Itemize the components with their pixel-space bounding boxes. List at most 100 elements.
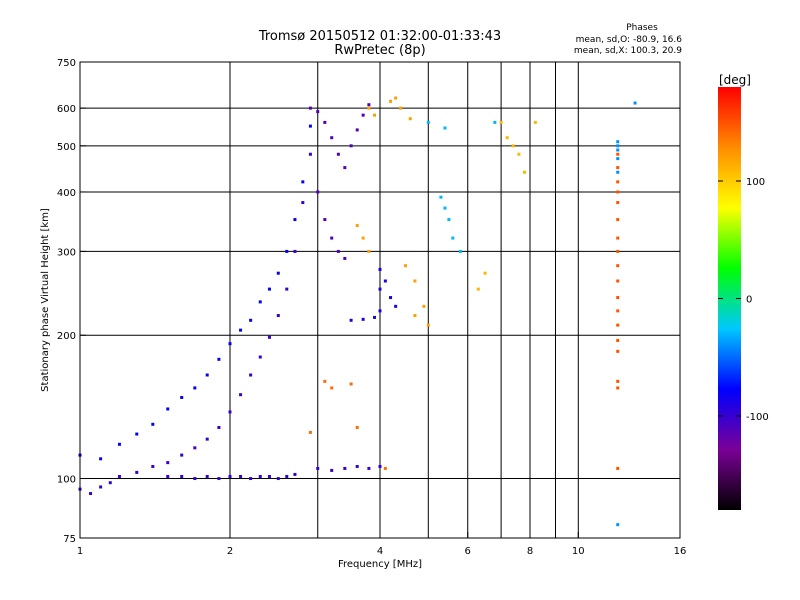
data-point	[117, 474, 121, 478]
data-point	[180, 453, 184, 457]
data-point	[330, 236, 334, 240]
data-point	[193, 386, 197, 390]
data-point	[308, 124, 312, 128]
x-tick-label: 16	[674, 546, 687, 557]
data-point	[293, 472, 297, 476]
data-point	[117, 442, 121, 446]
data-point	[616, 148, 620, 152]
data-point	[616, 349, 620, 353]
data-point	[217, 477, 221, 481]
data-point	[616, 296, 620, 300]
y-tick-label: 600	[57, 104, 76, 115]
data-point	[89, 492, 93, 496]
data-point	[267, 474, 271, 478]
data-point	[422, 304, 426, 308]
data-point	[378, 309, 382, 313]
data-point	[193, 446, 197, 450]
data-point	[413, 314, 417, 318]
data-point	[616, 264, 620, 268]
data-point	[616, 157, 620, 161]
data-point	[389, 99, 393, 103]
data-point	[293, 249, 297, 253]
data-point	[367, 103, 371, 107]
data-point	[447, 218, 451, 222]
data-point	[389, 296, 393, 300]
data-point	[249, 373, 253, 377]
data-point	[616, 170, 620, 174]
data-point	[616, 323, 620, 327]
data-point	[301, 201, 305, 205]
data-point	[258, 300, 262, 304]
data-point	[367, 466, 371, 470]
data-point	[355, 425, 359, 429]
colorbar-label: [deg]	[719, 73, 751, 87]
data-point	[361, 113, 365, 117]
data-point	[135, 470, 139, 474]
y-tick-label: 200	[57, 331, 76, 342]
data-point	[616, 279, 620, 283]
data-point	[276, 271, 280, 275]
data-point	[239, 474, 243, 478]
data-point	[151, 422, 155, 426]
data-point	[458, 249, 462, 253]
data-point	[616, 201, 620, 205]
data-point	[439, 195, 443, 199]
data-point	[383, 279, 387, 283]
x-tick-label: 2	[227, 546, 233, 557]
data-point	[394, 304, 398, 308]
x-tick-label: 10	[572, 546, 585, 557]
y-tick-label: 400	[57, 188, 76, 199]
data-point	[330, 386, 334, 390]
stats-line-x: mean, sd,X: 100.3, 20.9	[574, 46, 682, 56]
data-point	[316, 466, 320, 470]
data-point	[228, 410, 232, 414]
data-point	[249, 477, 253, 481]
data-point	[355, 128, 359, 132]
data-point	[239, 328, 243, 332]
data-point	[308, 106, 312, 110]
data-point	[180, 395, 184, 399]
data-point	[633, 101, 637, 105]
data-point	[616, 309, 620, 313]
data-point	[239, 393, 243, 397]
data-point	[343, 466, 347, 470]
x-tick-label: 8	[527, 546, 533, 557]
data-point	[285, 287, 289, 291]
data-point	[616, 338, 620, 342]
data-point	[443, 206, 447, 210]
data-point	[367, 106, 371, 110]
data-point	[616, 218, 620, 222]
data-point	[616, 249, 620, 253]
data-point	[258, 355, 262, 359]
data-point	[217, 357, 221, 361]
data-point	[323, 218, 327, 222]
data-point	[408, 117, 412, 121]
data-point	[228, 474, 232, 478]
x-tick-label: 4	[377, 546, 383, 557]
data-point	[258, 474, 262, 478]
y-axis-label: Stationary phase Virtual Height [km]	[40, 208, 51, 392]
data-point	[99, 457, 103, 461]
data-point	[301, 180, 305, 184]
data-point	[205, 373, 209, 377]
data-point	[426, 323, 430, 327]
data-points	[78, 96, 637, 527]
data-point	[355, 224, 359, 228]
x-tick-label: 1	[77, 546, 83, 557]
colorbar-tick-label: 100	[746, 177, 765, 188]
x-axis-ticks: 1 2 4 6 8 10 16	[77, 532, 687, 557]
data-point	[330, 136, 334, 140]
data-point	[166, 474, 170, 478]
data-point	[616, 190, 620, 194]
data-point	[616, 386, 620, 390]
data-point	[476, 287, 480, 291]
data-point	[293, 218, 297, 222]
data-point	[228, 342, 232, 346]
data-point	[267, 335, 271, 339]
data-point	[316, 110, 320, 114]
stats-heading: Phases	[626, 23, 658, 33]
data-point	[511, 144, 515, 148]
data-point	[378, 464, 382, 468]
data-point	[403, 264, 407, 268]
x-axis-label: Frequency [MHz]	[338, 559, 422, 570]
